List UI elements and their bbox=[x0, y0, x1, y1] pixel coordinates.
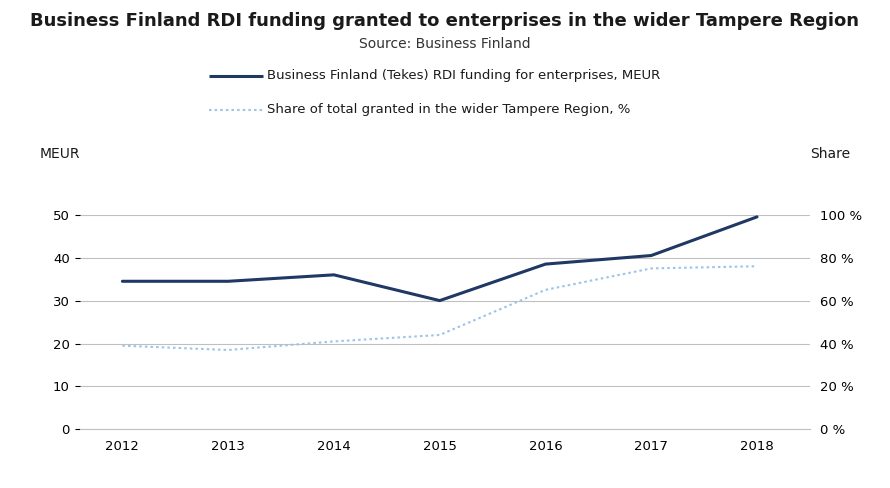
Share of total granted in the wider Tampere Region, % bbox=[222, 347, 233, 353]
Business Finland (Tekes) RDI funding for enterprises, MEUR bbox=[117, 278, 128, 284]
Business Finland (Tekes) RDI funding for enterprises, MEUR bbox=[540, 261, 551, 267]
Text: Share of total granted in the wider Tampere Region, %: Share of total granted in the wider Tamp… bbox=[267, 103, 630, 116]
Share of total granted in the wider Tampere Region, % bbox=[646, 265, 657, 271]
Text: Source: Business Finland: Source: Business Finland bbox=[360, 37, 530, 51]
Business Finland (Tekes) RDI funding for enterprises, MEUR bbox=[646, 253, 657, 259]
Share of total granted in the wider Tampere Region, % bbox=[540, 287, 551, 293]
Text: MEUR: MEUR bbox=[40, 147, 81, 161]
Business Finland (Tekes) RDI funding for enterprises, MEUR bbox=[328, 272, 339, 278]
Text: Business Finland (Tekes) RDI funding for enterprises, MEUR: Business Finland (Tekes) RDI funding for… bbox=[267, 69, 660, 82]
Business Finland (Tekes) RDI funding for enterprises, MEUR bbox=[752, 214, 763, 220]
Share of total granted in the wider Tampere Region, % bbox=[117, 343, 128, 348]
Share of total granted in the wider Tampere Region, % bbox=[328, 339, 339, 345]
Line: Business Finland (Tekes) RDI funding for enterprises, MEUR: Business Finland (Tekes) RDI funding for… bbox=[123, 217, 757, 301]
Business Finland (Tekes) RDI funding for enterprises, MEUR bbox=[434, 298, 445, 304]
Share of total granted in the wider Tampere Region, % bbox=[434, 332, 445, 338]
Business Finland (Tekes) RDI funding for enterprises, MEUR bbox=[222, 278, 233, 284]
Share of total granted in the wider Tampere Region, % bbox=[752, 264, 763, 269]
Text: Share: Share bbox=[810, 147, 850, 161]
Text: Business Finland RDI funding granted to enterprises in the wider Tampere Region: Business Finland RDI funding granted to … bbox=[30, 12, 860, 30]
Line: Share of total granted in the wider Tampere Region, %: Share of total granted in the wider Tamp… bbox=[123, 266, 757, 350]
